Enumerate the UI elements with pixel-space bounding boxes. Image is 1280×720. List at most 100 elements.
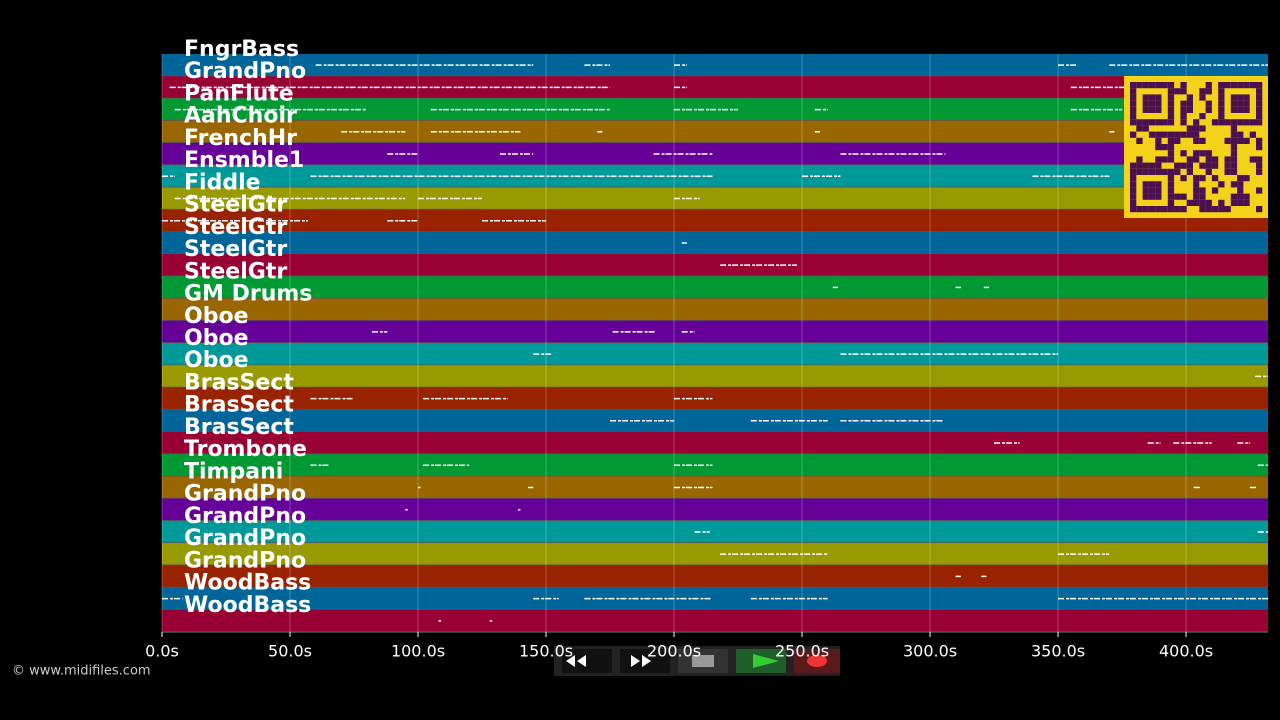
qr-cell	[1230, 168, 1238, 175]
qr-cell	[1130, 175, 1137, 182]
qr-cell	[1199, 137, 1206, 144]
qr-cell	[1243, 137, 1250, 144]
x-tick-label: 350.0s	[1031, 641, 1085, 660]
qr-cell	[1224, 162, 1231, 169]
lane	[162, 387, 1268, 410]
x-tick-label: 300.0s	[903, 641, 957, 660]
qr-cell	[1186, 100, 1193, 107]
qr-cell	[1155, 193, 1162, 200]
track-name: PanFlute	[184, 81, 294, 106]
qr-cell	[1186, 94, 1193, 101]
qr-cell	[1218, 206, 1225, 213]
x-tick-label: 400.0s	[1159, 641, 1213, 660]
qr-cell	[1180, 82, 1187, 89]
qr-cell	[1243, 94, 1250, 101]
qr-cell	[1256, 187, 1263, 194]
qr-cell	[1193, 119, 1200, 126]
track-name: GrandPno	[184, 482, 306, 507]
qr-cell	[1142, 206, 1149, 213]
qr-cell	[1142, 106, 1149, 113]
qr-cell	[1130, 193, 1137, 200]
track-name: BrasSect	[184, 370, 294, 395]
qr-cell	[1237, 199, 1244, 206]
qr-cell	[1243, 193, 1250, 200]
qr-cell	[1205, 162, 1212, 169]
qr-cell	[1161, 82, 1168, 89]
qr-cell	[1218, 100, 1225, 107]
lane	[162, 165, 1268, 188]
qr-cell	[1199, 187, 1206, 194]
qr-cell	[1167, 181, 1175, 188]
track-name: WoodBass	[184, 593, 311, 618]
track-name: BrasSect	[184, 415, 294, 440]
qr-cell	[1193, 199, 1200, 206]
qr-cell	[1237, 181, 1244, 188]
qr-cell	[1155, 181, 1162, 188]
track-name: GrandPno	[184, 548, 306, 573]
lanes	[162, 54, 1268, 633]
qr-cell	[1230, 193, 1238, 200]
qr-cell	[1155, 206, 1162, 213]
qr-cell	[1130, 162, 1137, 169]
lane	[162, 187, 1268, 210]
qr-cell	[1167, 206, 1175, 213]
qr-cell	[1218, 199, 1225, 206]
qr-cell	[1136, 125, 1143, 132]
qr-cell	[1130, 131, 1137, 138]
qr-cell	[1148, 131, 1156, 138]
qr-cell	[1167, 168, 1175, 175]
lane	[162, 565, 1268, 588]
qr-cell	[1161, 156, 1168, 163]
qr-cell	[1174, 137, 1181, 144]
qr-cell	[1205, 88, 1212, 95]
qr-cell	[1243, 82, 1250, 89]
qr-cell	[1205, 168, 1212, 175]
qr-cell	[1155, 94, 1162, 101]
qr-cell	[1130, 106, 1137, 113]
qr-cell	[1136, 137, 1143, 144]
qr-cell	[1130, 100, 1137, 107]
lane	[162, 587, 1268, 610]
qr-cell	[1136, 82, 1143, 89]
qr-cell	[1237, 131, 1244, 138]
qr-cell	[1161, 144, 1168, 151]
qr-cell	[1256, 156, 1263, 163]
qr-cell	[1230, 162, 1238, 169]
qr-cell	[1186, 131, 1193, 138]
qr-cell	[1155, 137, 1162, 144]
qr-cell	[1230, 106, 1238, 113]
qr-cell	[1230, 131, 1238, 138]
lane	[162, 498, 1268, 521]
qr-cell	[1186, 106, 1193, 113]
qr-cell	[1205, 206, 1212, 213]
lane	[162, 54, 1268, 77]
qr-cell	[1256, 113, 1263, 120]
qr-cell	[1193, 181, 1200, 188]
qr-cell	[1186, 125, 1193, 132]
qr-cell	[1211, 206, 1219, 213]
qr-cell	[1161, 206, 1168, 213]
qr-cell	[1193, 156, 1200, 163]
qr-cell	[1211, 162, 1219, 169]
qr-cell	[1230, 82, 1238, 89]
qr-cell	[1199, 150, 1206, 157]
qr-cell	[1193, 187, 1200, 194]
qr-cell	[1218, 82, 1225, 89]
qr-cell	[1243, 106, 1250, 113]
qr-cell	[1142, 82, 1149, 89]
qr-cell	[1230, 119, 1238, 126]
qr-cell	[1243, 175, 1250, 182]
qr-cell	[1230, 156, 1238, 163]
qr-cell	[1136, 206, 1143, 213]
qr-cell	[1193, 131, 1200, 138]
qr-cell	[1199, 193, 1206, 200]
qr-cell	[1136, 119, 1143, 126]
qr-cell	[1180, 162, 1187, 169]
qr-cell	[1224, 156, 1231, 163]
qr-cell	[1148, 168, 1156, 175]
qr-cell	[1218, 113, 1225, 120]
track-name: GrandPno	[184, 59, 306, 84]
qr-cell	[1230, 94, 1238, 101]
track-name: Fiddle	[184, 170, 261, 195]
